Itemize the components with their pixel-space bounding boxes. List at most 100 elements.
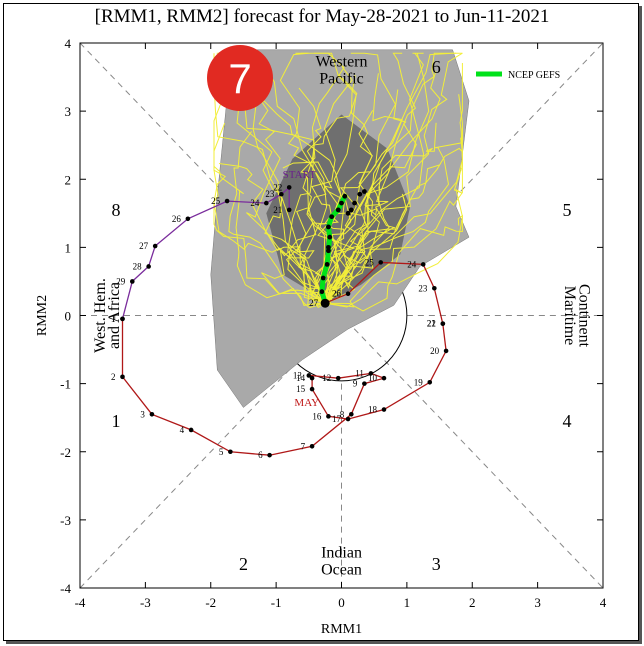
ensemble-mean-point [320, 275, 326, 281]
track-day-label: 28 [133, 261, 143, 271]
track-point [188, 427, 194, 433]
track-day-label: 4 [180, 425, 185, 435]
track-point [264, 200, 269, 206]
track-day-label: 1 [111, 314, 116, 324]
x-tick-label: 3 [534, 595, 541, 610]
y-tick-label: 1 [65, 240, 72, 255]
legend-label: NCEP GEFS [508, 70, 560, 81]
ensemble-member-line [325, 127, 463, 308]
track-point [345, 291, 351, 297]
track-point [279, 191, 284, 197]
track-point [349, 411, 354, 417]
ensemble-mean-point [319, 289, 325, 295]
region-label-bottom: Ocean [321, 562, 362, 579]
ensemble-member-line [324, 63, 463, 304]
track-point [420, 262, 426, 267]
phase-number-label: 1 [111, 411, 120, 431]
y-tick-label: -3 [60, 513, 71, 528]
track-day-label: 5 [219, 447, 224, 457]
forecast-day-badge [207, 45, 273, 111]
x-tick-label: 4 [600, 595, 607, 610]
ensemble-member-line [285, 183, 378, 306]
track-point [120, 316, 125, 322]
ensemble-member-line [302, 74, 358, 304]
track-day-label: 1 [111, 314, 116, 324]
ensemble-member-line [325, 162, 463, 308]
ensemble-member-line [213, 83, 326, 304]
track-day-label: 23 [418, 283, 428, 293]
ensemble-member-line [314, 53, 430, 304]
x-tick-label: -3 [140, 595, 151, 610]
y-tick-label: -2 [60, 445, 71, 460]
track-day-label: 9 [353, 379, 358, 389]
track-day-label: 3 [140, 409, 145, 419]
track-point [427, 379, 433, 385]
track-point [130, 279, 135, 284]
track-day-label: 22 [273, 182, 282, 192]
ensemble-mean-point [329, 214, 335, 220]
track-point [378, 260, 384, 265]
track-point [267, 452, 272, 458]
x-tick-label: -1 [271, 595, 282, 610]
ensemble-mean-point [324, 262, 330, 267]
track-point [286, 185, 292, 190]
x-tick-label: -2 [205, 595, 216, 610]
phase-number-label: 8 [111, 200, 120, 220]
track-point [443, 348, 449, 354]
track-point [432, 285, 437, 291]
region-label-left: and Africa [106, 282, 123, 349]
track-point [381, 375, 387, 381]
track-day-label: 21 [273, 205, 282, 215]
track-point [368, 371, 374, 376]
track-point [309, 375, 315, 381]
ensemble-member-line [213, 166, 326, 304]
ensemble-mean-point [335, 207, 341, 213]
region-label-right: Continent [575, 284, 592, 348]
track-day-label: 13 [293, 370, 303, 380]
y-tick-label: 2 [65, 172, 72, 187]
ensemble-member-line [324, 89, 417, 304]
track-day-label: 16 [312, 411, 322, 421]
track-point [185, 216, 191, 222]
track-day-label: 10 [368, 373, 378, 383]
x-axis-label: RMM1 [321, 622, 362, 637]
ensemble-member-line [246, 94, 326, 304]
track-day-label: 18 [368, 405, 378, 415]
ensemble-mean-point [339, 200, 344, 206]
ensemble-member-line [324, 110, 374, 304]
track-point [345, 416, 351, 422]
y-tick-label: 4 [65, 36, 72, 51]
y-tick-label: 0 [65, 309, 72, 324]
x-tick-label: 2 [469, 595, 476, 610]
track-point [326, 414, 331, 419]
track-day-label: 27 [139, 241, 149, 251]
track-day-label: 25 [211, 196, 221, 206]
track-day-label: 21 [427, 319, 436, 329]
region-label-top: Western [315, 53, 367, 70]
forecast-day-badge-text: 7 [228, 55, 251, 102]
track-point [224, 198, 230, 204]
ensemble-mean-point [326, 248, 331, 254]
track-day-label: 12 [322, 373, 331, 383]
track-point [306, 373, 312, 378]
track-day-label: 20 [430, 346, 440, 356]
track-day-label: 29 [116, 276, 126, 286]
track-day-label: 15 [296, 384, 306, 394]
track-day-label: 26 [172, 214, 182, 224]
ensemble-member-line [228, 131, 326, 306]
track-point [440, 321, 446, 326]
month-label: MAY [294, 397, 319, 409]
phase-number-label: 5 [563, 200, 572, 220]
phase-number-label: 3 [432, 554, 441, 574]
region-label-bottom: Indian [321, 545, 362, 562]
ensemble-point [357, 191, 363, 197]
ensemble-member-line [301, 52, 357, 304]
y-tick-label: -4 [60, 581, 71, 596]
track-point [309, 444, 315, 449]
ensemble-point [326, 244, 331, 250]
track-point [309, 386, 315, 392]
track-day-label: 17 [332, 414, 342, 424]
ensemble-member-line [289, 52, 345, 304]
ensemble-member-line [279, 52, 352, 304]
